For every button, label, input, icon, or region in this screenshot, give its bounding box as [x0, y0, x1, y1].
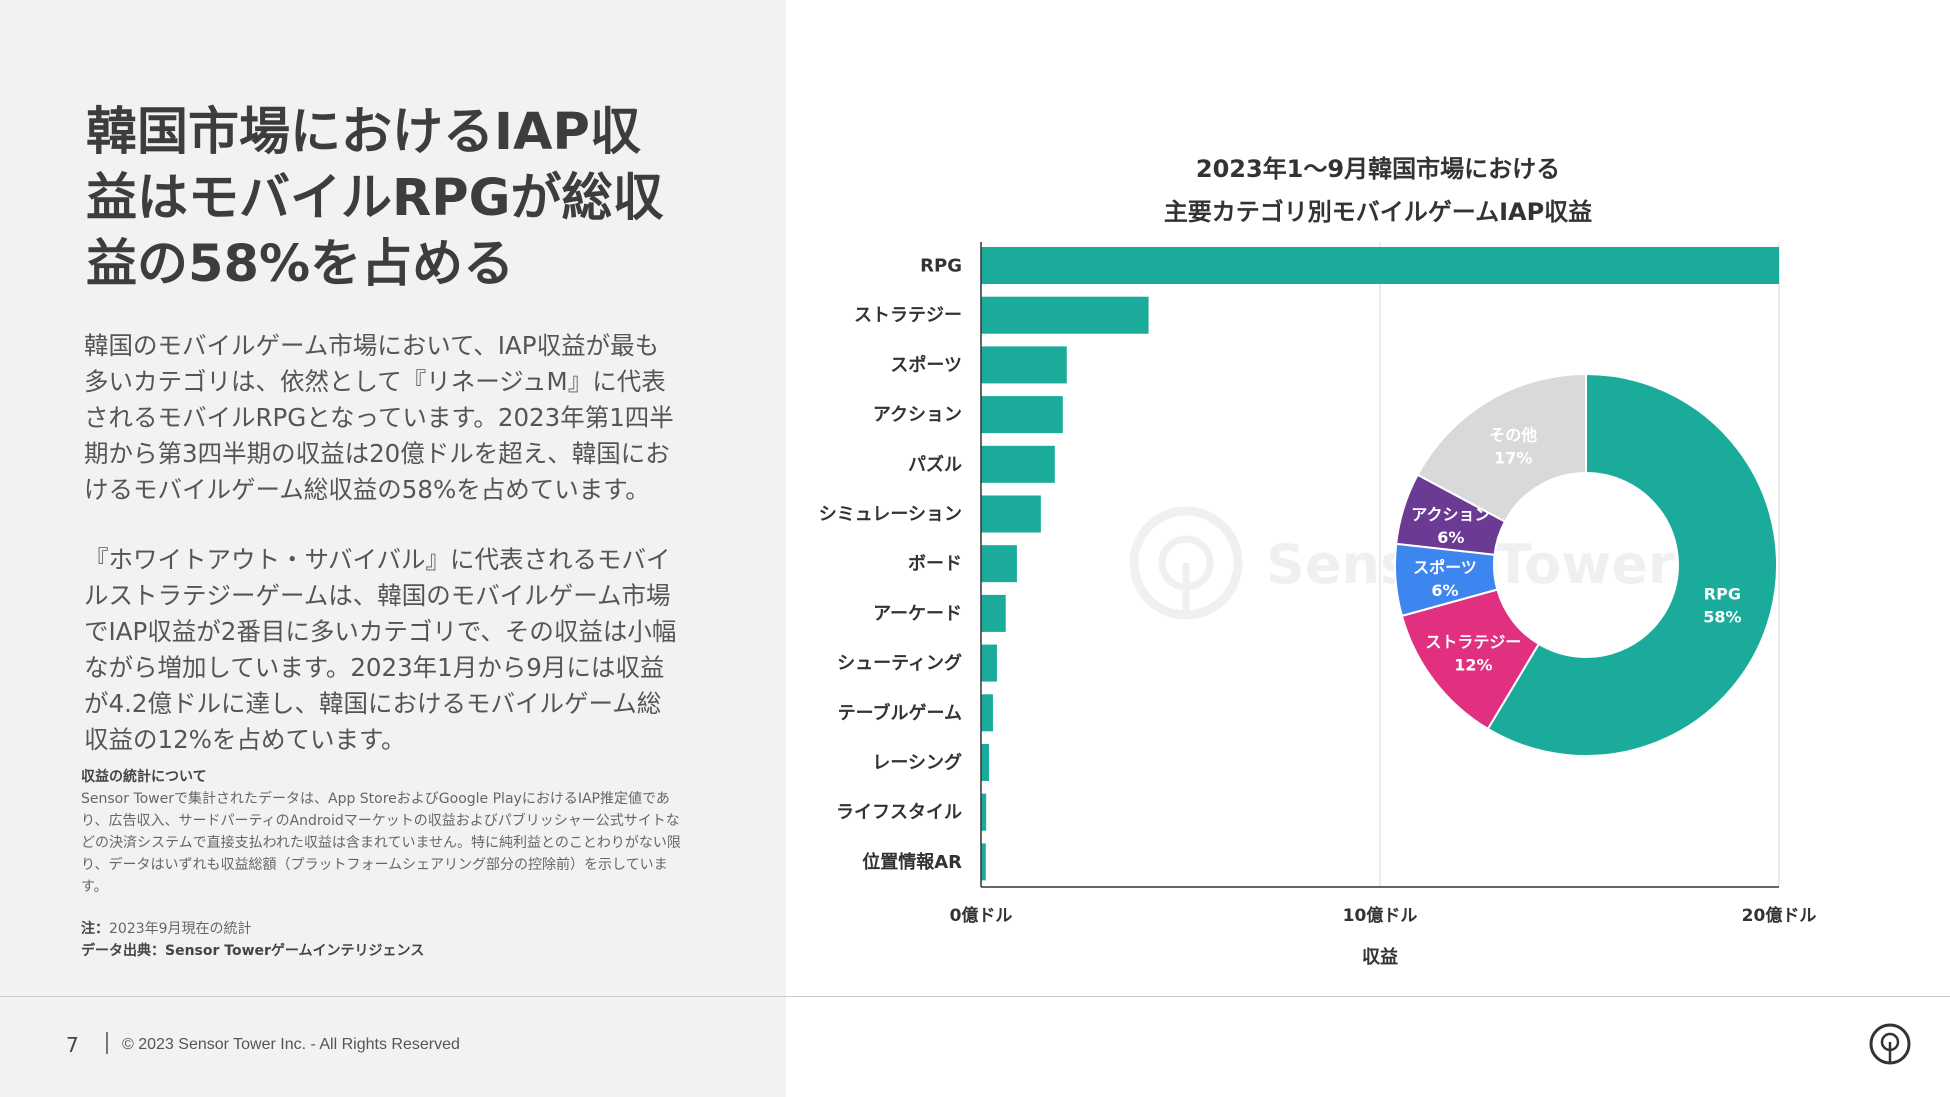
chart-title-line2: 主要カテゴリ別モバイルゲームIAP収益 [1164, 198, 1592, 226]
y-tick-label: ボード [908, 554, 962, 575]
body-paragraph-1: 韓国のモバイルゲーム市場において、IAP収益が最も多いカテゴリは、依然として『リ… [84, 331, 674, 504]
x-tick-label: 20億ドル [1742, 905, 1817, 926]
pie-slice-percent: 58% [1703, 608, 1741, 627]
body-paragraph-2: 『ホワイトアウト・サバイバル』に代表されるモバイルストラテジーゲームは、韓国のモ… [84, 545, 677, 754]
page-number: 7 [66, 1033, 79, 1057]
revenue-notes: 収益の統計について Sensor Towerで集計されたデータは、App Sto… [81, 766, 681, 898]
bar [981, 594, 1006, 632]
y-tick-label: アーケード [873, 603, 962, 624]
y-tick-label: スポーツ [890, 354, 962, 376]
notes-title: 収益の統計について [81, 769, 207, 785]
bar [981, 694, 993, 732]
bar [981, 495, 1041, 533]
bar [981, 396, 1063, 434]
pie-slice-percent: 6% [1437, 528, 1464, 547]
pie-slice [1486, 372, 1778, 757]
y-tick-label: シミュレーション [819, 504, 962, 525]
source-text: Sensor Towerゲームインテリジェンス [165, 943, 425, 959]
pie-slice [1416, 372, 1587, 523]
pie-slice-label: スポーツ [1413, 558, 1477, 577]
copyright: © 2023 Sensor Tower Inc. - All Rights Re… [122, 1036, 460, 1053]
sensor-tower-logo-icon [1869, 1023, 1911, 1065]
footer-divider [0, 996, 1950, 997]
y-tick-label: アクション [873, 405, 962, 426]
source-label: データ出典： [81, 943, 165, 959]
x-tick-label: 10億ドル [1343, 905, 1418, 926]
pie-slice-label: その他 [1489, 426, 1537, 445]
y-tick-label: RPG [920, 256, 962, 277]
bar [981, 644, 997, 682]
pie-slice-percent: 12% [1454, 656, 1492, 675]
y-tick-label: テーブルゲーム [838, 702, 962, 724]
pie-slice-percent: 17% [1494, 449, 1532, 468]
pie-slice-percent: 6% [1431, 581, 1458, 600]
footer-separator [106, 1032, 108, 1054]
notes-section: 収益の統計について Sensor Towerで集計されたデータは、App Sto… [81, 766, 681, 962]
headline: 韓国市場におけるIAP収益はモバイルRPGが総収益の58%を占める [86, 103, 664, 294]
x-tick-label: 0億ドル [950, 905, 1013, 926]
y-tick-label: レーシング [872, 752, 962, 774]
left-panel [0, 0, 786, 1097]
bar [981, 247, 1779, 284]
pie-slice-label: ストラテジー [1425, 633, 1521, 652]
y-tick-label: パズル [908, 453, 962, 475]
bar [981, 445, 1055, 483]
bar [981, 793, 987, 831]
bar [981, 545, 1017, 583]
note-text: 2023年9月現在の統計 [109, 921, 252, 937]
bar [981, 744, 989, 781]
pie-slice-label: アクション [1411, 505, 1490, 524]
note-line: 注：2023年9月現在の統計 [81, 918, 681, 940]
chart-title-line1: 2023年1〜9月韓国市場における [1196, 155, 1560, 183]
bar [981, 346, 1067, 384]
chart-area: Sensor Tower 2023年1〜9月韓国市場における 主要カテゴリ別モバ… [819, 155, 1817, 968]
watermark-logo-icon [1129, 506, 1243, 620]
pie-slice-label: RPG [1704, 585, 1741, 604]
x-axis-label: 収益 [1362, 946, 1398, 968]
y-tick-label: 位置情報AR [862, 851, 962, 873]
note-label: 注： [81, 921, 109, 937]
y-tick-label: ストラテジー [854, 305, 962, 326]
y-tick-label: ライフスタイル [836, 802, 962, 823]
source-line: データ出典：Sensor Towerゲームインテリジェンス [81, 940, 681, 962]
bar [981, 843, 986, 881]
bar [981, 296, 1149, 334]
notes-text: Sensor Towerで集計されたデータは、App StoreおよびGoogl… [81, 791, 681, 895]
y-tick-label: シューティング [837, 652, 962, 674]
